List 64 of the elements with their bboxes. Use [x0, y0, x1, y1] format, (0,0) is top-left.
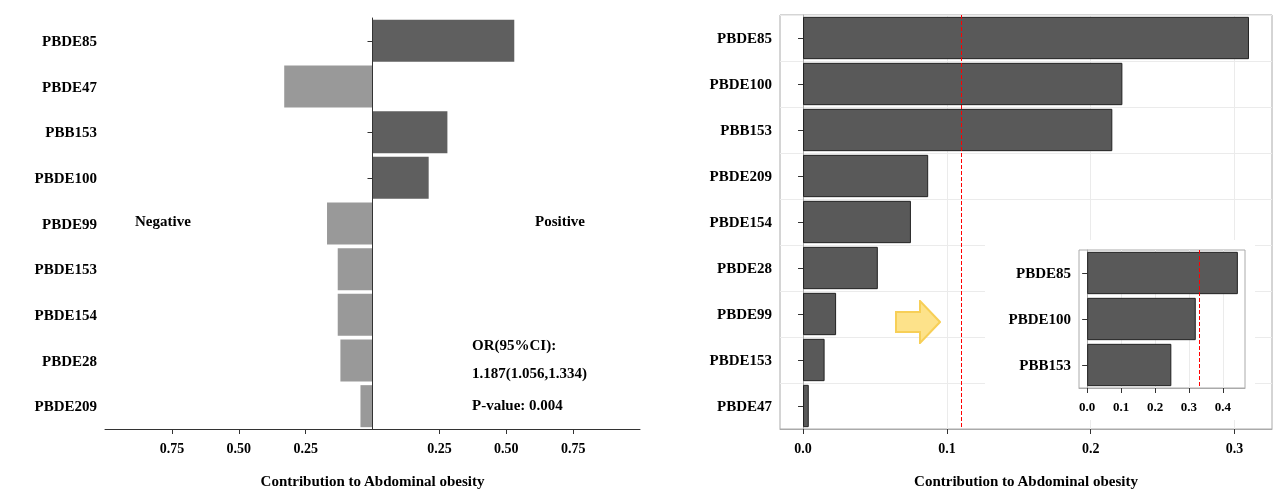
y-tick-label: PBDE209: [709, 168, 772, 184]
bar: [803, 62, 1123, 106]
annotation: Negative: [135, 212, 192, 229]
annotation: P-value: 0.004: [472, 396, 564, 413]
y-tick-label: PBDE47: [41, 78, 98, 95]
y-tick-label: PBDE100: [34, 169, 97, 186]
bar: [327, 202, 373, 245]
x-axis-title: Contribution to Abdominal obesity: [260, 472, 485, 489]
y-tick-label: PBDE99: [716, 306, 772, 322]
bar: [803, 384, 809, 428]
bar: [803, 108, 1113, 152]
bar: [284, 65, 373, 108]
bar: [337, 293, 373, 336]
x-tick-label: 0.4: [1214, 399, 1232, 414]
x-tick-label: 0.75: [159, 440, 185, 456]
bar: [803, 292, 837, 336]
x-tick-label: 0.25: [427, 440, 452, 456]
y-tick-label: PBDE154: [709, 214, 773, 230]
y-tick-label: PBB153: [720, 122, 772, 138]
x-tick-label: 0.1: [938, 440, 956, 456]
bar: [803, 16, 1249, 60]
annotation: Positive: [535, 212, 586, 229]
y-tick-label: PBDE28: [41, 352, 97, 369]
x-tick-label: 0.0: [794, 440, 812, 456]
bar: [803, 246, 878, 290]
y-tick-label: PBB153: [45, 124, 97, 141]
x-tick-label: 0.75: [560, 440, 586, 456]
x-axis-title: Contribution to Abdominal obesity: [914, 472, 1139, 489]
y-tick-label: PBDE85: [716, 30, 772, 46]
y-tick-label: PBDE100: [709, 76, 772, 92]
y-tick-label: PBDE153: [34, 261, 97, 278]
y-tick-label: PBDE47: [716, 398, 773, 414]
x-tick-label: 0.2: [1146, 399, 1164, 414]
bar: [803, 338, 825, 382]
bar: [1087, 297, 1196, 341]
y-tick-label: PBDE153: [709, 352, 772, 368]
bar: [803, 154, 929, 198]
bar: [372, 19, 515, 62]
bar: [1087, 343, 1172, 387]
bar: [360, 385, 373, 428]
y-tick-label: PBDE100: [1008, 311, 1071, 327]
x-tick-label: 0.50: [226, 440, 251, 456]
bar: [340, 339, 373, 382]
y-tick-label: PBDE154: [34, 306, 98, 323]
x-tick-label: 0.25: [293, 440, 318, 456]
x-tick-label: 0.50: [494, 440, 519, 456]
bar: [803, 200, 911, 244]
y-tick-label: PBDE99: [41, 215, 97, 232]
y-tick-label: PBDE209: [34, 398, 97, 415]
x-tick-label: 0.1: [1112, 399, 1130, 414]
x-tick-label: 0.2: [1081, 440, 1100, 456]
bar: [372, 156, 429, 199]
annotation: OR(95%CI):: [472, 336, 557, 354]
bar: [1087, 251, 1238, 295]
bar: [372, 111, 448, 154]
y-tick-label: PBDE85: [1015, 265, 1071, 281]
x-tick-label: 0.3: [1225, 440, 1244, 456]
y-tick-label: PBB153: [1019, 357, 1071, 373]
x-tick-label: 0.3: [1180, 399, 1198, 414]
annotation: 1.187(1.056,1.334): [472, 364, 587, 382]
y-tick-label: PBDE28: [716, 260, 772, 276]
x-tick-label: 0.0: [1079, 399, 1096, 414]
y-tick-label: PBDE85: [41, 32, 97, 49]
bar: [337, 248, 373, 291]
